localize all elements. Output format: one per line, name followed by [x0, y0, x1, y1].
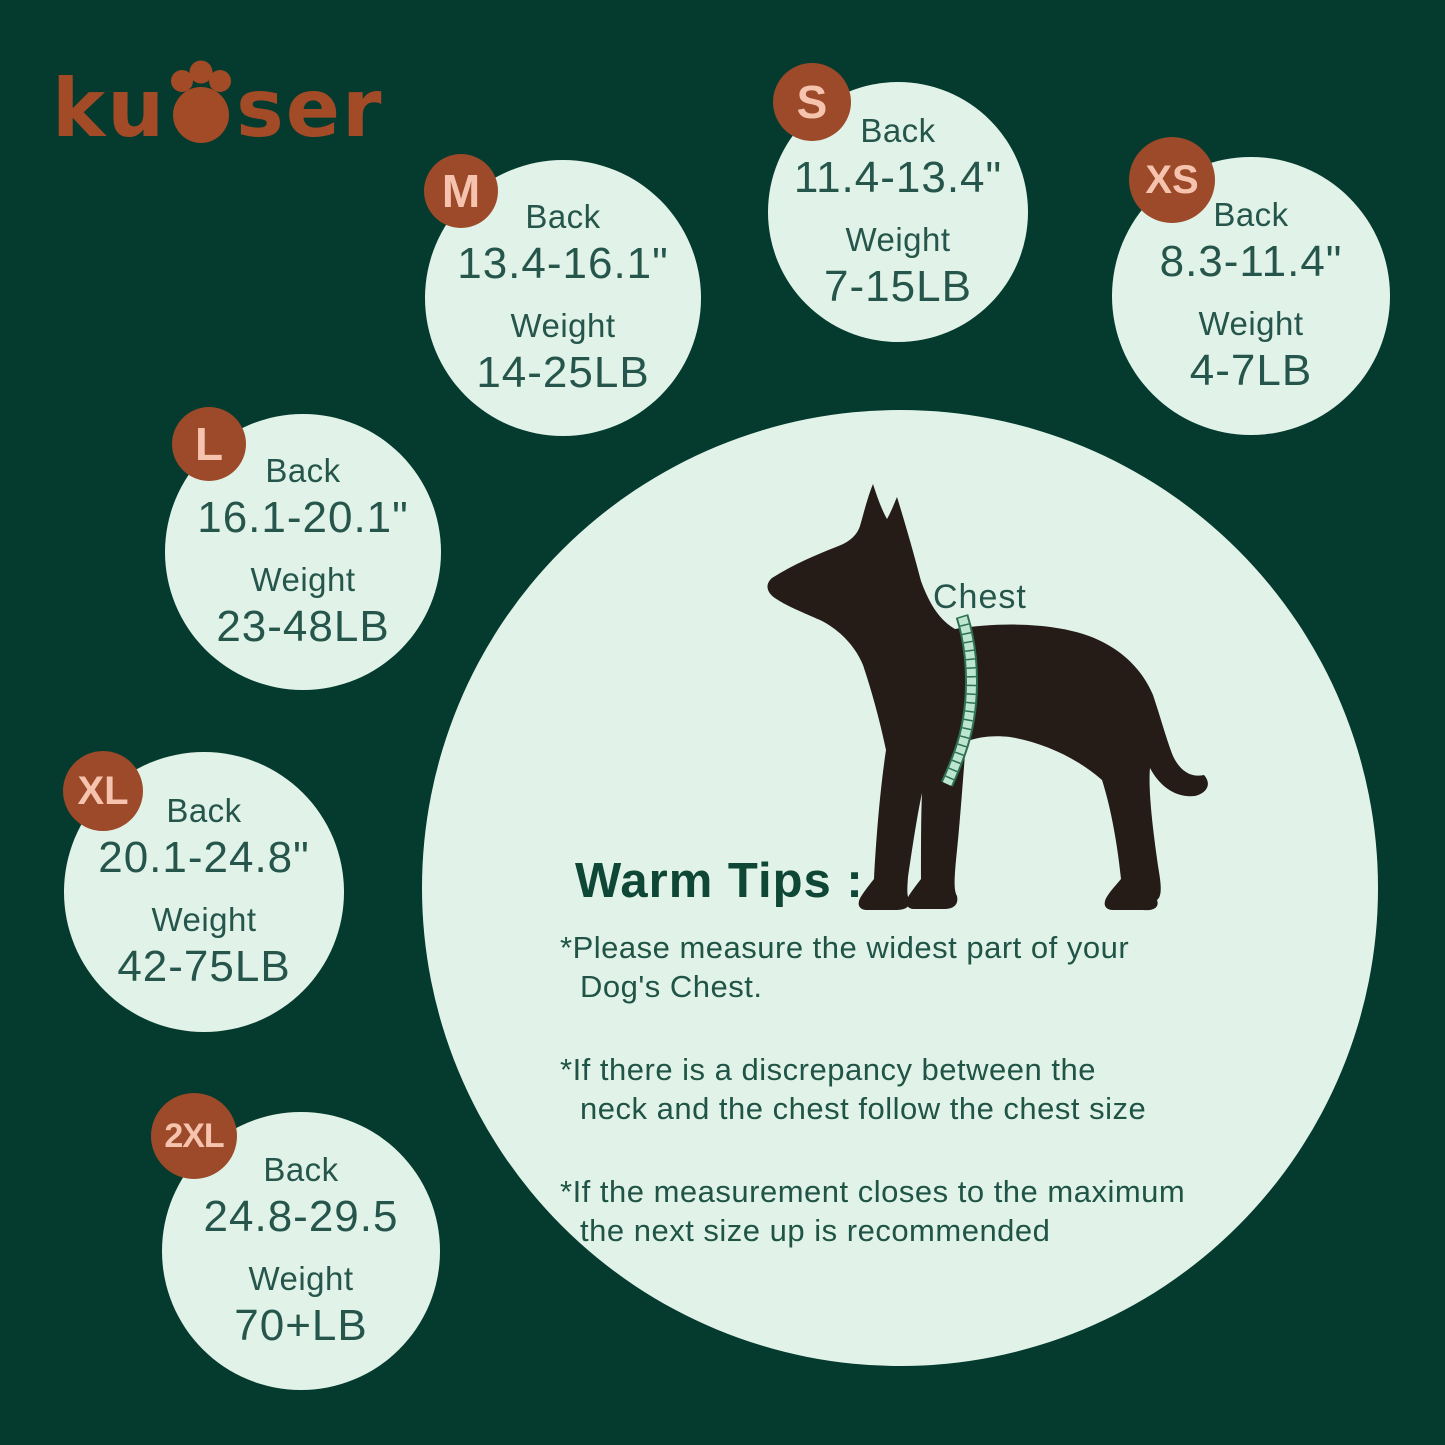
back-value: 20.1-24.8"	[98, 833, 310, 882]
weight-value: 7-15LB	[824, 262, 972, 311]
weight-value: 14-25LB	[476, 348, 650, 397]
back-value: 11.4-13.4"	[793, 153, 1003, 202]
weight-value: 42-75LB	[117, 942, 291, 991]
weight-value: 23-48LB	[216, 602, 390, 651]
warm-tips-list: *Please measure the widest part of your …	[560, 928, 1260, 1294]
back-value: 16.1-20.1"	[197, 493, 409, 542]
warm-tips-item: *Please measure the widest part of your …	[560, 930, 1130, 1005]
back-value: 8.3-11.4"	[1159, 237, 1343, 286]
warm-tips-title: Warm Tips :	[575, 854, 864, 908]
warm-tips-item: *If there is a discrepancy between the n…	[560, 1052, 1147, 1127]
weight-label: Weight	[510, 307, 616, 344]
logo-text-right: ser	[236, 62, 384, 156]
back-label: Back	[1213, 196, 1289, 233]
back-label: Back	[166, 792, 242, 829]
dog-silhouette-icon	[767, 484, 1208, 911]
size-bubble-m: Back 13.4-16.1" Weight 14-25LB	[425, 160, 701, 436]
size-badge-s: S	[773, 63, 851, 141]
back-value: 24.8-29.5	[203, 1192, 399, 1241]
measuring-tape-icon	[941, 614, 978, 787]
weight-label: Weight	[1198, 305, 1304, 342]
size-bubble-xl: Back 20.1-24.8" Weight 42-75LB	[64, 752, 344, 1032]
size-badge-2xl: 2XL	[151, 1093, 237, 1179]
back-value: 13.4-16.1"	[457, 239, 669, 288]
logo-text-left: ku	[52, 62, 167, 156]
size-bubble-s: Back 11.4-13.4" Weight 7-15LB	[768, 82, 1028, 342]
weight-label: Weight	[248, 1260, 354, 1297]
weight-label: Weight	[151, 901, 257, 938]
weight-label: Weight	[250, 561, 356, 598]
brand-logo: ku ser	[52, 50, 384, 156]
size-badge-xl: XL	[63, 751, 143, 831]
size-badge-xs: XS	[1129, 137, 1215, 223]
weight-value: 4-7LB	[1189, 346, 1313, 395]
paw-icon	[171, 60, 232, 143]
size-badge-m: M	[424, 154, 498, 228]
warm-tips-item: *If the measurement closes to the maximu…	[560, 1174, 1186, 1249]
back-label: Back	[860, 112, 936, 149]
back-label: Back	[265, 452, 341, 489]
back-label: Back	[525, 198, 601, 235]
chest-label: Chest	[933, 578, 1027, 616]
weight-label: Weight	[845, 221, 951, 258]
size-badge-l: L	[172, 407, 246, 481]
back-label: Back	[263, 1151, 339, 1188]
weight-value: 70+LB	[234, 1301, 368, 1350]
